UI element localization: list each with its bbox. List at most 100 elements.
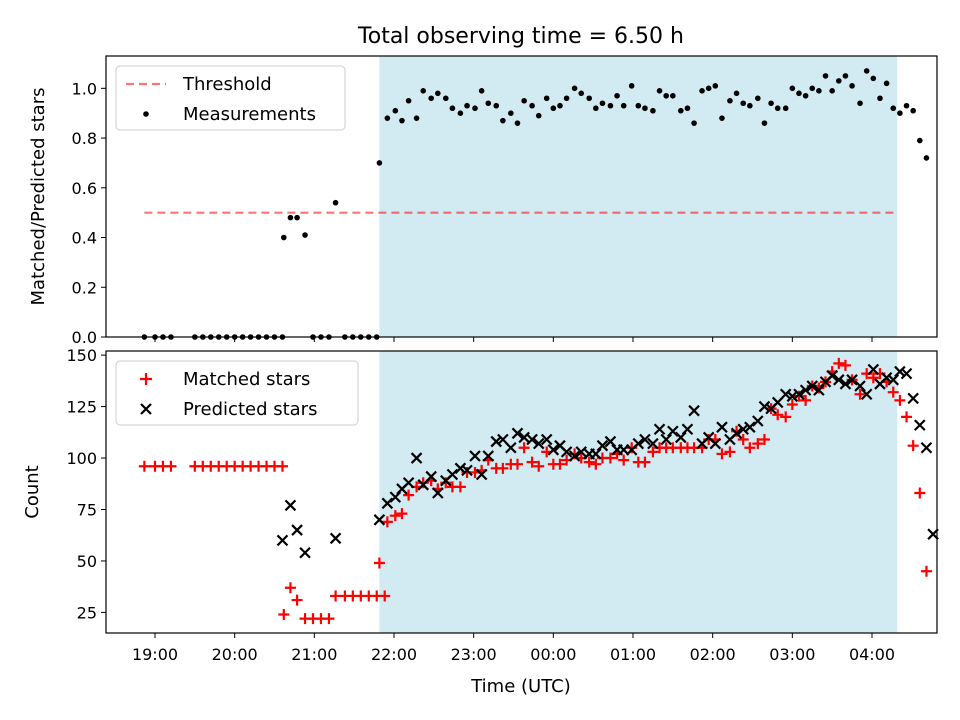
predicted-star-point	[786, 390, 799, 403]
measurement-point	[332, 199, 339, 206]
predicted-star-point	[410, 452, 423, 464]
predicted-star-point	[490, 435, 503, 448]
measurement-point	[684, 105, 691, 112]
predicted-star-point	[454, 462, 467, 475]
measurement-point	[822, 73, 829, 79]
predicted-star-point	[590, 448, 602, 460]
measurement-point	[464, 102, 470, 109]
predicted-star-point	[894, 365, 906, 378]
matched-star-point	[758, 434, 770, 446]
matched-star-point	[389, 510, 401, 522]
matched-star-point	[901, 411, 913, 423]
measurement-point	[923, 155, 930, 161]
measurement-point	[712, 83, 719, 89]
matched-star-point	[403, 489, 415, 501]
bottom-y-tick-label: 100	[66, 449, 97, 468]
predicted-star-point	[402, 476, 415, 489]
measurement-point	[816, 88, 822, 94]
top-legend: Threshold Measurements	[115, 65, 346, 131]
matched-star-point	[887, 386, 899, 398]
x-tick-label: 01:00	[610, 645, 656, 664]
predicted-star-point	[681, 423, 694, 435]
measurement-point	[642, 105, 648, 112]
predicted-star-point	[505, 441, 517, 454]
matched-star-point	[800, 394, 812, 406]
top-y-tick-label: 0.4	[72, 229, 97, 248]
predicted-star-point	[752, 415, 764, 427]
predicted-star-point	[653, 423, 666, 435]
x-tick-label: 22:00	[371, 645, 417, 664]
measurement-point	[650, 107, 656, 114]
predicted-star-point	[540, 433, 553, 446]
matched-star-point	[833, 357, 845, 369]
legend-box	[115, 65, 346, 131]
measurement-point	[287, 214, 294, 221]
measurement-point	[607, 102, 614, 109]
measurement-point	[543, 95, 550, 102]
measurement-point	[877, 95, 883, 102]
measurement-point	[514, 120, 521, 126]
measurement-point	[578, 90, 585, 97]
matched-star-point	[284, 582, 296, 594]
top-y-tick-label: 1.0	[72, 79, 97, 98]
matched-star-point	[839, 359, 851, 371]
matched-star-point	[291, 594, 303, 606]
matched-star-point	[716, 448, 728, 460]
predicted-star-point	[604, 435, 617, 448]
predicted-star-point	[329, 532, 342, 545]
measurement-point	[719, 115, 725, 121]
top-y-tick-label: 0.2	[72, 278, 97, 297]
top-series-2	[141, 68, 930, 340]
predicted-star-point	[675, 431, 687, 444]
matched-star-point	[914, 487, 926, 499]
x-tick-label: 19:00	[132, 645, 178, 664]
measurement-point	[903, 102, 910, 109]
matched-star-point	[618, 454, 630, 466]
matched-star-point	[138, 460, 150, 472]
predicted-star-point	[518, 431, 530, 444]
predicted-star-point	[900, 367, 913, 380]
predicted-star-point	[596, 439, 609, 452]
matched-star-point	[894, 394, 906, 406]
predicted-star-point	[688, 404, 700, 417]
x-tick-label: 20:00	[212, 645, 258, 664]
bottom-y-axis-label: Count	[22, 465, 43, 518]
matched-star-point	[786, 399, 798, 411]
bottom-y-tick-label: 50	[77, 552, 97, 571]
predicted-star-point	[914, 419, 926, 431]
measurement-point	[863, 68, 870, 74]
top-y-tick-label: 0.0	[72, 328, 97, 347]
predicted-star-point	[575, 446, 587, 458]
predicted-star-point	[284, 499, 297, 512]
matched-star-point	[639, 456, 651, 468]
x-tick-label: 04:00	[849, 645, 895, 664]
measurement-point	[593, 105, 599, 112]
predicted-star-point	[475, 468, 488, 481]
measurement-point	[782, 105, 789, 112]
measurement-point	[428, 95, 434, 102]
measurement-point	[870, 75, 877, 82]
measurement-point	[733, 90, 740, 97]
measurement-point	[563, 95, 570, 102]
measurement-point	[302, 232, 308, 238]
measurement-point	[857, 100, 863, 107]
predicted-star-point	[547, 444, 560, 456]
matched-star-point	[737, 434, 749, 446]
measurement-point	[768, 100, 774, 107]
bottom-legend: Matched stars Predicted stars	[115, 360, 359, 426]
measurement-point	[500, 117, 506, 124]
measurement-point	[586, 95, 592, 102]
predicted-star-point	[299, 546, 311, 559]
predicted-star-point	[826, 369, 838, 382]
bottom-y-tick-label: 75	[77, 500, 97, 519]
predicted-star-point	[291, 524, 303, 536]
measurement-point	[472, 105, 478, 112]
predicted-star-point	[373, 514, 386, 526]
matched-star-point	[583, 456, 595, 468]
predicted-star-point	[887, 374, 900, 386]
bottom-y-tick-label: 125	[66, 398, 97, 417]
predicted-star-point	[813, 384, 825, 396]
measurement-point	[376, 160, 383, 166]
measurement-point	[656, 88, 663, 94]
